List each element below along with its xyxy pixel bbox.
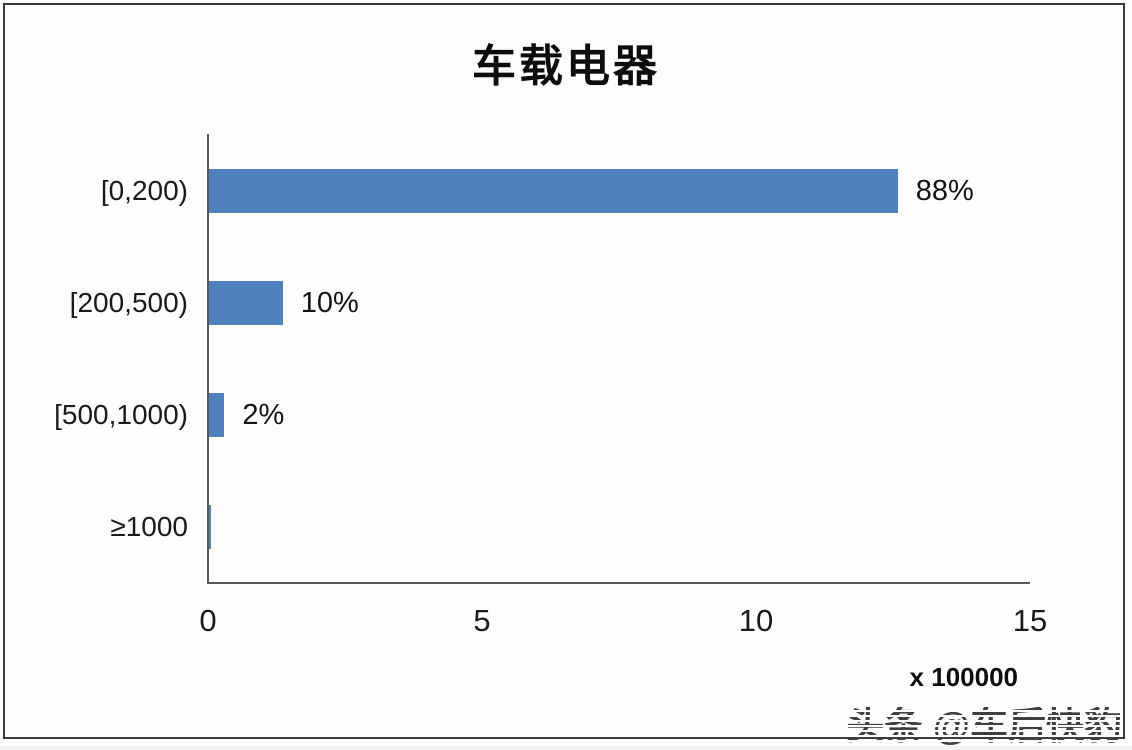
category-label: ≥1000 xyxy=(110,511,188,542)
y-axis-line xyxy=(207,134,209,584)
bar xyxy=(209,505,212,549)
x-axis-line xyxy=(207,582,1030,584)
bar-track xyxy=(209,505,1029,549)
bar-row: [200,500) 10% xyxy=(0,247,1132,359)
category-label: [500,1000) xyxy=(54,399,188,430)
bar xyxy=(209,393,225,437)
bar-value-label: 2% xyxy=(242,398,285,431)
bar-track: 2% xyxy=(209,393,1029,437)
chart-frame-border xyxy=(3,3,1125,739)
watermark-text: 头条 @车后快豹 xyxy=(846,695,1122,750)
x-tick-label: 5 xyxy=(473,603,491,638)
bar-rows: [0,200) 88% [200,500) 10% [500,1000) 2% ≥1000 xyxy=(0,135,1132,583)
chart-title: 车载电器 xyxy=(472,42,660,91)
x-axis-ticks: 0 5 10 15 xyxy=(199,603,1047,643)
category-label: [0,200) xyxy=(100,175,188,206)
bar xyxy=(209,169,898,213)
bar xyxy=(209,281,283,325)
x-tick-label: 15 xyxy=(1012,603,1048,638)
x-axis-unit-label: x 100000 xyxy=(909,662,1018,692)
bar-row: ≥1000 xyxy=(0,471,1132,583)
bar-row: [0,200) 88% xyxy=(0,135,1132,247)
category-label: [200,500) xyxy=(69,287,188,318)
bar-row: [500,1000) 2% xyxy=(0,359,1132,471)
bar-track: 10% xyxy=(209,281,1029,325)
bar-track: 88% xyxy=(209,169,1029,213)
bar-value-label: 88% xyxy=(915,174,974,207)
x-tick-label: 0 xyxy=(199,603,217,638)
bar-value-label: 10% xyxy=(300,286,359,319)
x-tick-label: 10 xyxy=(738,603,774,638)
